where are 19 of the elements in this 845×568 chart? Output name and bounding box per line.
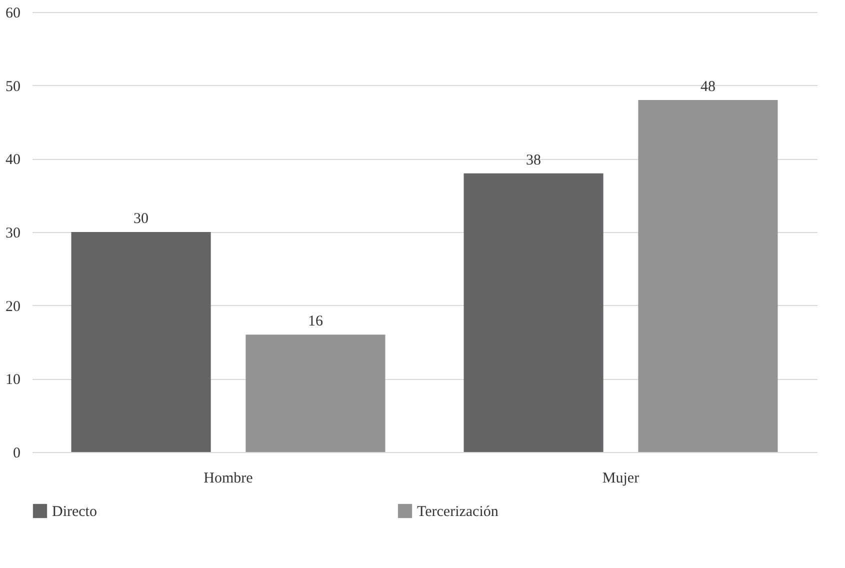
data-label: 16 [308,314,324,330]
y-tick-label: 60 [6,6,20,22]
bar [638,100,778,452]
y-tick-label: 50 [6,78,20,95]
y-tick-label: 0 [13,446,20,462]
data-label: 38 [526,152,542,168]
legend-label: Tercerización [417,504,499,520]
y-tick-label: 10 [6,372,20,388]
legend-label: Directo [52,504,97,520]
y-tick-label: 40 [6,152,20,168]
data-label: 30 [134,211,149,227]
y-tick-label: 20 [6,298,20,315]
x-tick-label: Mujer [602,470,640,486]
data-label: 48 [700,79,716,95]
bar [464,173,604,452]
bar [71,232,211,452]
y-tick-label: 30 [6,226,20,242]
x-tick-label: Hombre [204,470,254,486]
bar [246,334,386,452]
